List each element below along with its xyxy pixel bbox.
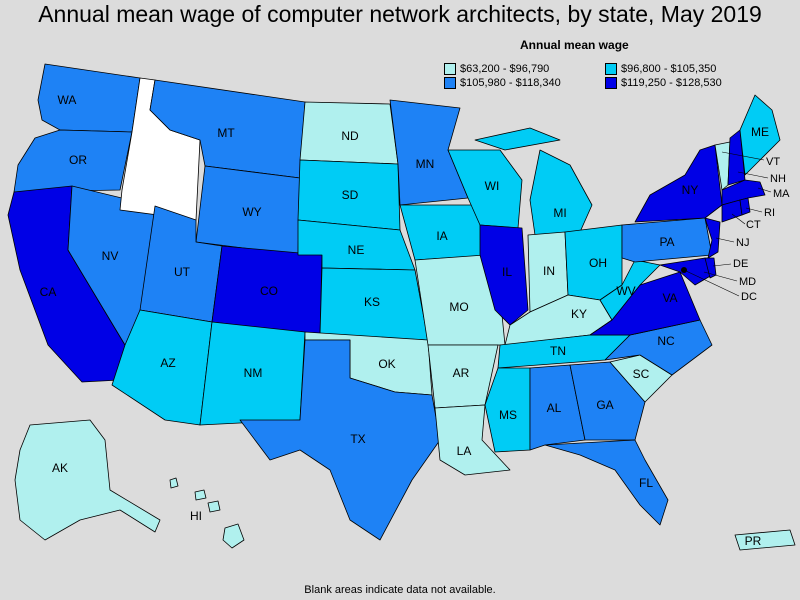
state-fl[interactable] [544,439,669,526]
label-tx: TX [350,432,365,446]
label-mt: MT [217,126,235,140]
label-ct: CT [746,219,761,231]
label-nh: NH [770,173,786,185]
label-nj: NJ [736,237,749,249]
page-title: Annual mean wage of computer network arc… [38,1,762,27]
legend-title: Annual mean wage [520,38,629,52]
label-ms: MS [499,408,517,422]
state-hi-4[interactable] [222,523,245,549]
label-nc: NC [657,334,675,348]
label-ma: MA [773,188,790,200]
state-hi-3[interactable] [207,500,221,513]
state-ga[interactable] [569,361,646,441]
label-ia: IA [436,229,447,243]
label-il: IL [502,265,512,279]
label-ak: AK [52,461,68,475]
state-mi[interactable] [529,149,593,236]
legend-label: $119,250 - $128,530 [621,77,722,89]
state-wa[interactable] [37,63,141,133]
label-ny: NY [682,183,699,197]
state-me[interactable] [739,94,781,176]
label-sd: SD [342,188,359,202]
label-mo: MO [449,300,468,314]
dc-marker [681,267,687,273]
legend-item-3: $105,980 - $118,340 [444,77,561,89]
label-ks: KS [364,295,380,309]
label-nv: NV [102,249,119,263]
label-wi: WI [485,179,500,193]
state-hi-2[interactable] [194,489,207,501]
legend-label: $96,800 - $105,350 [621,63,717,75]
state-pr[interactable] [734,529,796,551]
label-ky: KY [571,307,587,321]
label-wa: WA [58,93,77,107]
label-md: MD [739,276,756,288]
state-ak[interactable] [14,419,161,541]
label-fl: FL [639,476,653,490]
label-vt: VT [766,156,780,168]
legend-swatch [444,63,456,75]
state-tx[interactable] [239,339,441,541]
label-nm: NM [244,366,263,380]
label-ne: NE [348,243,365,257]
label-pr: PR [745,534,762,548]
label-ut: UT [174,265,191,279]
label-ga: GA [596,398,613,412]
label-wy: WY [242,205,261,219]
state-ms[interactable] [484,367,531,453]
label-ri: RI [764,207,775,219]
label-ar: AR [453,366,470,380]
label-nd: ND [341,129,359,143]
legend-swatch [605,63,617,75]
label-co: CO [260,284,278,298]
label-az: AZ [160,356,175,370]
state-ny[interactable] [634,144,723,223]
state-mo[interactable] [414,254,506,346]
state-mi-up[interactable] [474,127,561,151]
legend-item-2: $96,800 - $105,350 [605,63,716,75]
state-hi-1[interactable] [169,477,179,489]
label-in: IN [543,264,555,278]
label-ca: CA [40,285,57,299]
state-al[interactable] [529,364,586,451]
legend-swatch [605,77,617,89]
label-mn: MN [416,157,435,171]
label-va: VA [662,291,677,305]
leader-lines [683,151,772,297]
label-al: AL [547,401,562,415]
legend-item-1: $63,200 - $96,790 [444,63,549,75]
legend-swatch [444,77,456,89]
legend-label: $105,980 - $118,340 [460,77,561,89]
state-nj[interactable] [704,217,721,259]
label-oh: OH [589,256,607,270]
label-tn: TN [550,344,566,358]
legend-item-4: $119,250 - $128,530 [605,77,722,89]
label-ok: OK [378,357,395,371]
label-dc: DC [741,291,757,303]
label-hi: HI [190,509,202,523]
label-la: LA [457,444,472,458]
footnote: Blank areas indicate data not available. [304,584,496,596]
label-or: OR [69,153,87,167]
label-pa: PA [659,235,674,249]
legend-label: $63,200 - $96,790 [460,63,550,75]
label-de: DE [733,258,748,270]
label-me: ME [751,125,769,139]
label-sc: SC [633,367,650,381]
state-ri[interactable] [739,197,751,216]
label-wv: WV [616,284,635,298]
label-mi: MI [553,206,566,220]
